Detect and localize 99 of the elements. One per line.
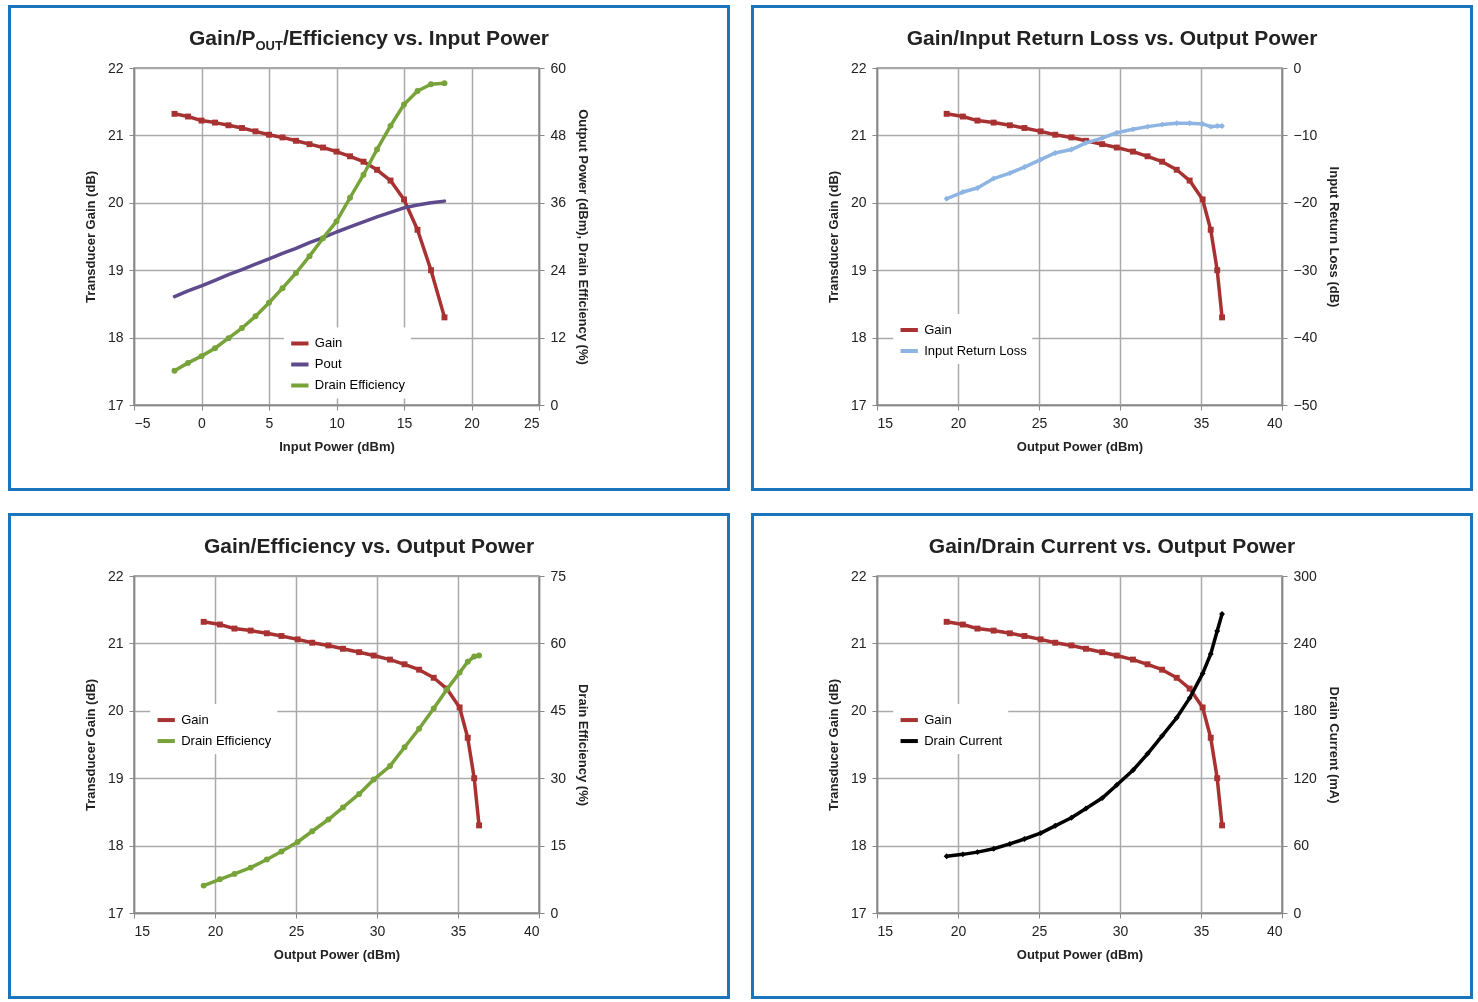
- y2-tick-label: 120: [1293, 769, 1318, 786]
- chart-title: Gain/Drain Current vs. Output Power: [927, 534, 1297, 559]
- y2-tick-label: 45: [550, 702, 567, 719]
- y-tick-label: 18: [107, 329, 124, 346]
- x-tick-label: 15: [134, 922, 151, 939]
- y-tick-label: 21: [107, 634, 124, 651]
- legend-label: Gain: [314, 335, 343, 351]
- y2-axis-title: Drain Efficiency (%): [576, 683, 592, 807]
- y-tick-label: 18: [850, 329, 867, 346]
- x-tick-label: 30: [1112, 922, 1129, 939]
- chart-title: Gain/Efficiency vs. Output Power: [202, 534, 536, 559]
- x-tick-label: 35: [450, 922, 467, 939]
- x-tick-label: 5: [265, 414, 274, 431]
- x-tick-label: −5: [134, 414, 151, 431]
- x-tick-label: 40: [1266, 922, 1283, 939]
- legend-label: Drain Current: [924, 733, 1003, 749]
- x-tick-label: 30: [369, 922, 386, 939]
- chart-title: Gain/P$_{OUT}$/Efficiency vs. Input Power: [187, 26, 551, 56]
- y-tick-label: 19: [850, 261, 867, 278]
- y-tick-label: 18: [850, 837, 867, 854]
- x-tick-label: 30: [1112, 414, 1129, 431]
- x-tick-label: 15: [877, 414, 894, 431]
- y-tick-label: 19: [107, 261, 124, 278]
- y2-tick-label: 15: [550, 837, 567, 854]
- y-tick-label: 17: [107, 396, 124, 413]
- y-tick-label: 20: [107, 702, 124, 719]
- x-tick-label: 25: [288, 922, 305, 939]
- y2-tick-label: 180: [1293, 702, 1318, 719]
- y2-axis-title: Input Return Loss (dB): [1327, 166, 1343, 308]
- x-tick-label: 25: [1031, 414, 1048, 431]
- legend-label: Drain Efficiency: [181, 733, 272, 749]
- x-tick-label: 10: [329, 414, 345, 431]
- x-tick-label: 35: [1193, 414, 1210, 431]
- y2-tick-label: 48: [550, 126, 567, 143]
- y2-tick-label: 24: [550, 261, 567, 278]
- x-axis-title: Input Power (dBm): [279, 438, 395, 454]
- y-tick-label: 21: [850, 126, 867, 143]
- y-axis-title: Transducer Gain (dB): [82, 678, 98, 812]
- legend-label: Gain: [181, 712, 209, 728]
- y2-tick-label: 0: [550, 904, 559, 921]
- x-tick-label: 35: [1193, 922, 1210, 939]
- y2-tick-label: 60: [550, 59, 567, 76]
- legend-label: Gain: [924, 322, 952, 338]
- y2-tick-label: −40: [1293, 329, 1318, 346]
- y-axis-title: Transducer Gain (dB): [825, 170, 841, 304]
- y2-tick-label: −30: [1293, 261, 1318, 278]
- y-axis-title: Transducer Gain (dB): [825, 678, 841, 812]
- y2-tick-label: 0: [1293, 904, 1302, 921]
- y-tick-label: 21: [107, 126, 124, 143]
- y2-tick-label: 75: [550, 567, 567, 584]
- y-tick-label: 20: [107, 194, 124, 211]
- y-tick-label: 21: [850, 634, 867, 651]
- x-tick-label: 25: [523, 414, 540, 431]
- x-tick-label: 40: [1266, 414, 1283, 431]
- x-tick-label: 0: [198, 414, 207, 431]
- x-tick-label: 15: [877, 922, 894, 939]
- line-series: [172, 199, 447, 299]
- y-tick-label: 22: [107, 59, 124, 76]
- y2-axis-title: Output Power (dBm), Drain Efficiency (%): [576, 109, 592, 365]
- y2-tick-label: −50: [1293, 396, 1318, 413]
- x-tick-label: 20: [950, 922, 967, 939]
- y-tick-label: 22: [107, 567, 124, 584]
- x-axis-title: Output Power (dBm): [1016, 946, 1144, 962]
- y-tick-label: 19: [850, 769, 867, 786]
- x-axis-title: Output Power (dBm): [1016, 438, 1144, 454]
- x-tick-label: 25: [1031, 922, 1048, 939]
- x-tick-label: 20: [464, 414, 480, 431]
- legend-label: Gain: [924, 712, 952, 728]
- y2-tick-label: 60: [550, 634, 567, 651]
- y-tick-label: 17: [850, 396, 867, 413]
- y2-axis-title: Drain Current (mA): [1326, 686, 1342, 804]
- y-tick-label: 20: [850, 194, 867, 211]
- y-tick-label: 19: [107, 769, 124, 786]
- y2-tick-label: 60: [1293, 837, 1310, 854]
- y-tick-label: 17: [850, 904, 867, 921]
- y2-tick-label: 0: [1293, 59, 1302, 76]
- x-tick-label: 20: [950, 414, 967, 431]
- legend-label: Drain Efficiency: [314, 377, 406, 393]
- y2-tick-label: 300: [1293, 567, 1318, 584]
- y2-tick-label: 240: [1293, 634, 1318, 651]
- y-tick-label: 20: [850, 702, 867, 719]
- y-axis-title: Transducer Gain (dB): [82, 170, 98, 304]
- y2-tick-label: −10: [1293, 126, 1318, 143]
- legend-label: Pout: [314, 356, 342, 372]
- y-tick-label: 22: [850, 59, 867, 76]
- chart-title: Gain/Input Return Loss vs. Output Power: [905, 26, 1319, 51]
- y-tick-label: 17: [107, 904, 124, 921]
- y2-tick-label: 0: [550, 396, 559, 413]
- legend-label: Input Return Loss: [924, 343, 1028, 359]
- y-tick-label: 22: [850, 567, 867, 584]
- y-tick-label: 18: [107, 837, 124, 854]
- x-axis-title: Output Power (dBm): [273, 946, 401, 962]
- x-tick-label: 20: [207, 922, 224, 939]
- y2-tick-label: 12: [550, 329, 567, 346]
- x-tick-label: 40: [523, 922, 540, 939]
- y2-tick-label: −20: [1293, 194, 1318, 211]
- y2-tick-label: 30: [550, 769, 567, 786]
- x-tick-label: 15: [396, 414, 413, 431]
- y2-tick-label: 36: [550, 194, 567, 211]
